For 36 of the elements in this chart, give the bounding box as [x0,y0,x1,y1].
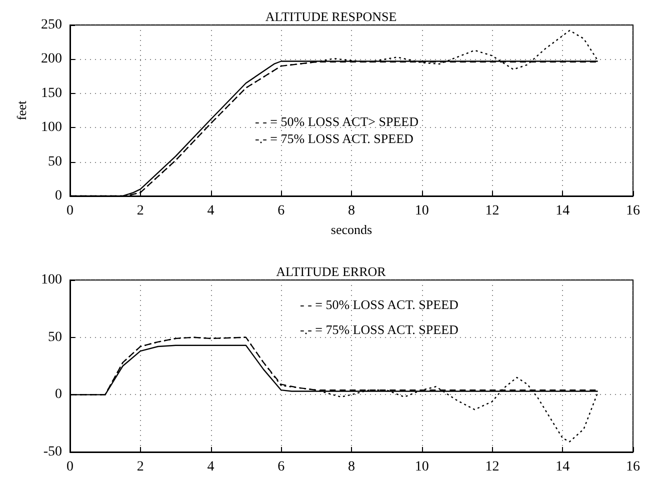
y-tick-label: 0 [55,188,62,204]
annotation: -.- = 75% LOSS ACT. SPEED [255,131,414,146]
x-axis-title: seconds [330,222,372,237]
x-tick-label: 14 [556,460,570,474]
x-tick-label: 8 [348,460,355,474]
y-axis-title: feet [14,100,29,120]
x-tick-label: 6 [278,204,285,218]
annotation: -.- = 75% LOSS ACT. SPEED [300,322,458,337]
y-tick-label: 250 [41,18,62,32]
x-tick-label: 10 [414,460,429,474]
x-tick-label: 12 [485,460,500,474]
y-tick-label: -50 [43,444,62,460]
annotation: - - = 50% LOSS ACT> SPEED [255,114,418,129]
x-tick-label: 4 [207,460,214,474]
y-tick-label: 50 [48,330,62,345]
y-tick-label: 100 [41,120,62,136]
x-tick-label: 6 [278,460,285,474]
y-tick-label: 200 [41,52,62,67]
y-tick-label: 0 [55,387,62,402]
y-tick-label: 50 [48,154,62,170]
x-tick-label: 14 [556,204,570,218]
x-tick-label: 2 [136,204,144,218]
y-tick-label: 150 [41,86,62,101]
annotation: - - = 50% LOSS ACT. SPEED [300,297,458,312]
x-tick-label: 0 [66,204,74,218]
x-tick-label: 2 [136,460,144,474]
x-tick-label: 0 [66,460,74,474]
x-tick-label: 12 [485,204,500,218]
x-tick-label: 8 [348,204,355,218]
x-tick-label: 4 [207,204,214,218]
chart-title: ALTITUDE ERROR [276,264,386,279]
x-tick-label: 16 [626,204,640,218]
y-tick-label: 100 [41,272,62,288]
x-tick-label: 10 [414,204,429,218]
x-tick-label: 16 [626,460,640,474]
chart-title: ALTITUDE RESPONSE [265,9,397,24]
